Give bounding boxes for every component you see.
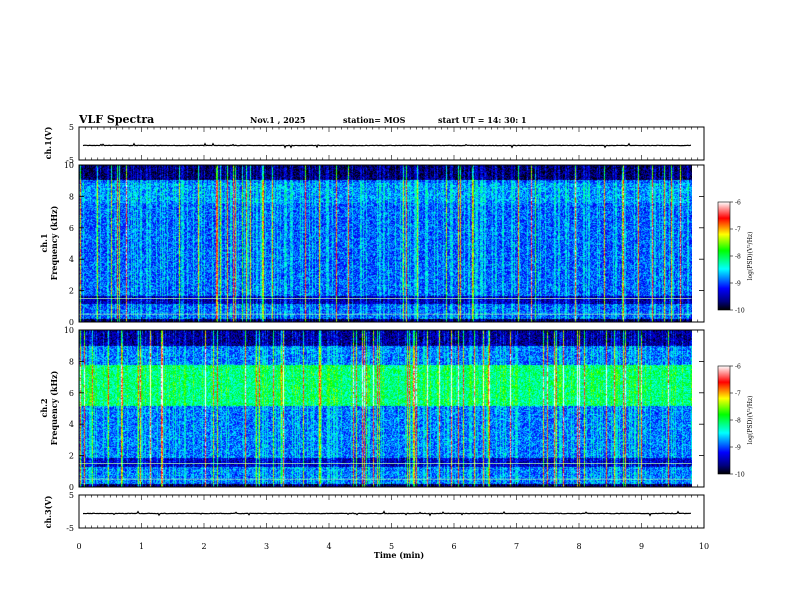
colorbar-tick-label: -8 <box>735 418 741 425</box>
colorbar-tick-label: -7 <box>735 391 741 398</box>
ch1-spectrogram-heatmap-image <box>79 165 692 322</box>
x-tick-label: 8 <box>576 542 581 551</box>
x-tick-label: 4 <box>326 542 331 551</box>
ch1-spectrogram-y-tick-label: 6 <box>69 224 74 233</box>
x-tick-label: 9 <box>639 542 644 551</box>
colorbar-label-2: log(PSD)(V²/Hz) <box>747 396 754 445</box>
x-axis-label: Time (min) <box>374 550 424 560</box>
ch1-waveform-trace <box>82 142 692 149</box>
x-tick-label: 7 <box>514 542 519 551</box>
ch2-spectrogram-y-tick-label: 8 <box>69 357 74 366</box>
date-label: Nov.1 , 2025 <box>250 115 306 125</box>
colorbar-label-1: log(PSD)(V²/Hz) <box>747 232 754 281</box>
ch1-spectrogram-y-tick-label: 0 <box>69 318 74 327</box>
colorbar-tick-label: -8 <box>735 254 741 261</box>
ch2-freq-ylabel-channel: ch.2 <box>39 398 49 417</box>
ch1-waveform-y-tick-label: -5 <box>66 156 74 165</box>
ch1-freq-ylabel-unit: Frequency (kHz) <box>49 205 59 280</box>
x-tick-label: 0 <box>76 542 81 551</box>
ch2-spectrogram-y-tick-label: 0 <box>69 483 74 492</box>
colorbar-tick-label: -9 <box>735 445 741 452</box>
colorbar-tick-label: -6 <box>735 364 741 371</box>
ch2-spectrogram-y-tick-label: 2 <box>69 452 74 461</box>
x-tick-label: 1 <box>139 542 144 551</box>
ch2-freq-ylabel-unit: Frequency (kHz) <box>49 370 59 445</box>
colorbar-tick-label: -6 <box>735 200 741 207</box>
colorbar-tick-label: -7 <box>735 227 741 234</box>
ch2-spectrogram-heatmap-image <box>79 330 692 487</box>
ch3-waveform-ylabel: ch.3(V) <box>43 495 53 528</box>
ch1-spectrogram-y-tick-label: 2 <box>69 287 74 296</box>
ch1-spectrogram-y-tick-label: 10 <box>64 161 74 170</box>
figure-title: VLF Spectra <box>79 113 155 126</box>
ch1-spectrogram-y-tick-label: 8 <box>69 192 74 201</box>
start-time-label: start UT = 14: 30: 1 <box>438 115 527 125</box>
ch3-waveform-trace <box>82 510 692 517</box>
x-tick-label: 2 <box>201 542 206 551</box>
ch2-spectrogram-y-tick-label: 6 <box>69 389 74 398</box>
colorbar-tick-label: -10 <box>735 472 745 479</box>
ch1-freq-ylabel-channel: ch.1 <box>39 233 49 252</box>
ch3-waveform-y-tick-label: -5 <box>66 524 74 533</box>
colorbar-tick-label: -10 <box>735 308 745 315</box>
ch2-spectrogram-y-tick-label: 4 <box>69 420 74 429</box>
panels-layer <box>79 142 692 517</box>
ch1-waveform-y-tick-label: 5 <box>69 123 74 132</box>
ch3-waveform-y-tick-label: 5 <box>69 491 74 500</box>
colorbar-tick-label: -9 <box>735 281 741 288</box>
x-tick-label: 6 <box>451 542 456 551</box>
x-tick-label: 5 <box>389 542 394 551</box>
ch2-spectrogram-y-tick-label: 10 <box>64 326 74 335</box>
station-label: station= MOS <box>343 115 406 125</box>
x-tick-label: 3 <box>264 542 269 551</box>
colorbar-2 <box>717 365 731 475</box>
x-tick-label: 10 <box>699 542 709 551</box>
ch1-spectrogram-y-tick-label: 4 <box>69 255 74 264</box>
colorbar-1 <box>717 201 731 311</box>
ch1-waveform-ylabel: ch.1(V) <box>43 126 53 159</box>
